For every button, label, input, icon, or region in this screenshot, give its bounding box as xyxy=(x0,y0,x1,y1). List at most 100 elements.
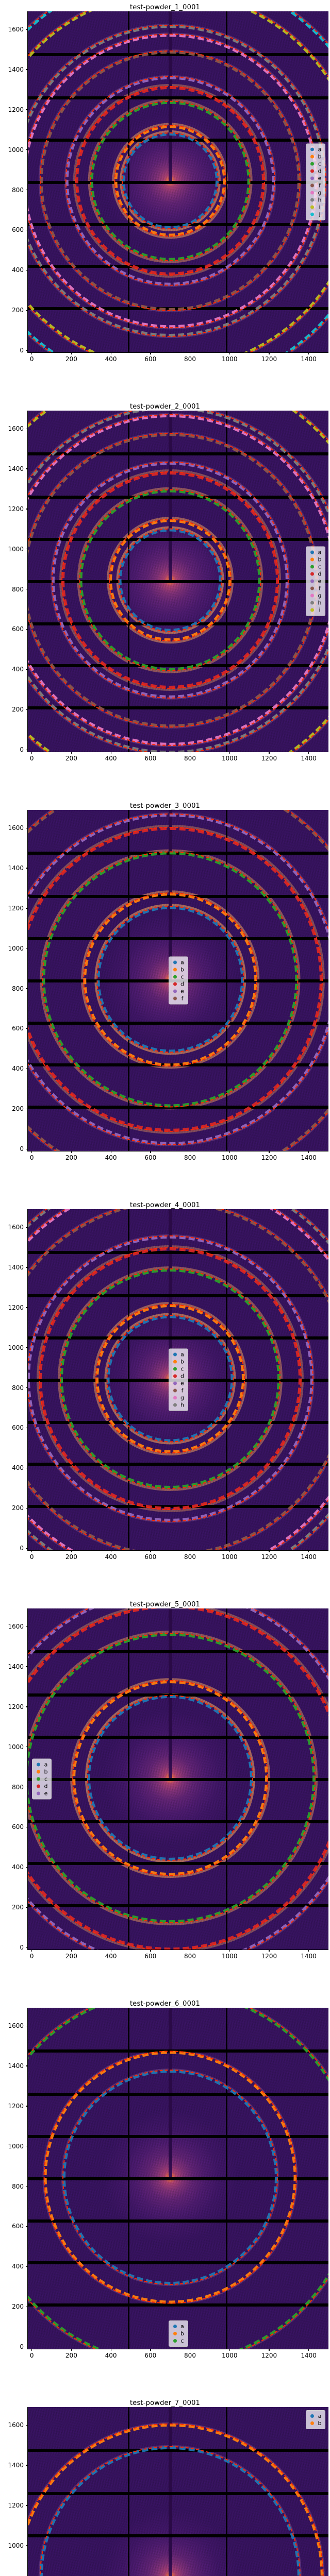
legend-item[interactable]: b xyxy=(309,154,322,160)
legend-item[interactable]: f xyxy=(309,182,322,189)
legend-item[interactable]: i xyxy=(309,607,322,614)
legend-label: a xyxy=(318,2413,322,2419)
y-tick-label: 1000 xyxy=(8,2142,24,2150)
detector-gap-vertical xyxy=(225,2407,227,2576)
legend-item[interactable]: g xyxy=(309,592,322,599)
legend-item[interactable]: c xyxy=(172,2337,185,2344)
legend-item[interactable]: a xyxy=(172,959,185,966)
legend-item[interactable]: d xyxy=(309,571,322,578)
y-tick xyxy=(26,1347,28,1348)
plot-panel: test-powder_1_0001 a b c d e f g h i j 0 200 400 600 80… xyxy=(0,0,330,399)
legend-item[interactable]: d xyxy=(172,1373,185,1380)
legend-item[interactable]: b xyxy=(309,556,322,563)
detector-gap-horizontal xyxy=(28,2049,328,2053)
legend-item[interactable]: e xyxy=(309,578,322,585)
legend-item[interactable]: c xyxy=(172,1366,185,1372)
legend-item[interactable]: c xyxy=(309,564,322,570)
legend-item[interactable]: a xyxy=(309,146,322,153)
legend-label: f xyxy=(319,182,321,189)
legend-item[interactable]: b xyxy=(172,967,185,973)
legend-item[interactable]: a xyxy=(172,2323,185,2330)
legend-item[interactable]: a xyxy=(309,549,322,556)
detector-gap-horizontal xyxy=(28,664,328,668)
legend-marker-icon xyxy=(310,2414,314,2418)
legend-item[interactable]: h xyxy=(172,1402,185,1409)
beamstop-shadow xyxy=(168,1608,172,1778)
y-tick-label: 800 xyxy=(12,1783,24,1791)
legend-marker-icon xyxy=(310,572,314,576)
y-tick-label: 0 xyxy=(20,1145,24,1153)
y-tick-label: 1200 xyxy=(8,2102,24,2110)
x-tick-label: 600 xyxy=(144,355,157,363)
y-tick xyxy=(26,1867,28,1868)
legend-label: h xyxy=(318,599,322,606)
y-tick-label: 1200 xyxy=(8,1303,24,1311)
beamstop-shadow xyxy=(168,11,172,181)
x-tick xyxy=(31,1151,32,1153)
legend-item[interactable]: c xyxy=(36,1776,48,1783)
legend-item[interactable]: d xyxy=(36,1783,48,1790)
legend-item[interactable]: d xyxy=(309,168,322,175)
legend-item[interactable]: b xyxy=(309,2420,322,2427)
legend-item[interactable]: a xyxy=(36,1761,48,1768)
legend-item[interactable]: f xyxy=(172,1387,185,1394)
legend-label: a xyxy=(318,549,322,556)
legend-item[interactable]: b xyxy=(172,2330,185,2337)
legend-item[interactable]: e xyxy=(309,175,322,182)
legend-label: h xyxy=(180,1401,184,1409)
x-tick-label: 400 xyxy=(105,1953,117,1960)
legend-label: g xyxy=(180,1394,184,1401)
legend-item[interactable]: f xyxy=(309,585,322,592)
y-tick xyxy=(26,1227,28,1228)
beamstop-shadow xyxy=(168,2008,172,2178)
legend-marker-icon xyxy=(37,1791,40,1795)
legend-item[interactable]: a xyxy=(172,1351,185,1358)
legend-marker-icon xyxy=(310,176,314,180)
legend-label: j xyxy=(319,211,321,218)
legend-item[interactable]: a xyxy=(309,2413,322,2419)
legend-label: c xyxy=(44,1775,48,1783)
y-tick-label: 0 xyxy=(20,1944,24,1952)
detector-gap-vertical xyxy=(128,11,130,352)
detector-gap-horizontal xyxy=(28,2177,328,2180)
legend-item[interactable]: e xyxy=(172,988,185,995)
legend-label: a xyxy=(318,146,322,153)
x-tick xyxy=(229,752,230,754)
legend-marker-icon xyxy=(310,601,314,605)
x-tick-label: 1200 xyxy=(261,1154,277,1161)
legend-item[interactable]: c xyxy=(172,974,185,980)
x-tick xyxy=(150,1550,151,1552)
legend-item[interactable]: e xyxy=(36,1790,48,1797)
legend-item[interactable]: b xyxy=(172,1359,185,1365)
legend-item[interactable]: e xyxy=(172,1380,185,1387)
legend-item[interactable]: g xyxy=(172,1395,185,1401)
legend-marker-icon xyxy=(310,565,314,569)
legend-item[interactable]: h xyxy=(309,197,322,204)
legend-item[interactable]: f xyxy=(172,995,185,1002)
legend-item[interactable]: d xyxy=(172,981,185,988)
x-tick xyxy=(229,1151,230,1153)
y-tick-label: 600 xyxy=(12,1424,24,1432)
legend-item[interactable]: j xyxy=(309,211,322,218)
legend-item[interactable]: g xyxy=(309,190,322,196)
legend-item[interactable]: i xyxy=(309,204,322,211)
x-tick-label: 0 xyxy=(29,755,34,762)
legend-item[interactable]: h xyxy=(309,600,322,606)
legend-item[interactable]: b xyxy=(36,1769,48,1775)
y-tick-label: 1600 xyxy=(8,2421,24,2429)
legend-item[interactable]: c xyxy=(309,161,322,167)
